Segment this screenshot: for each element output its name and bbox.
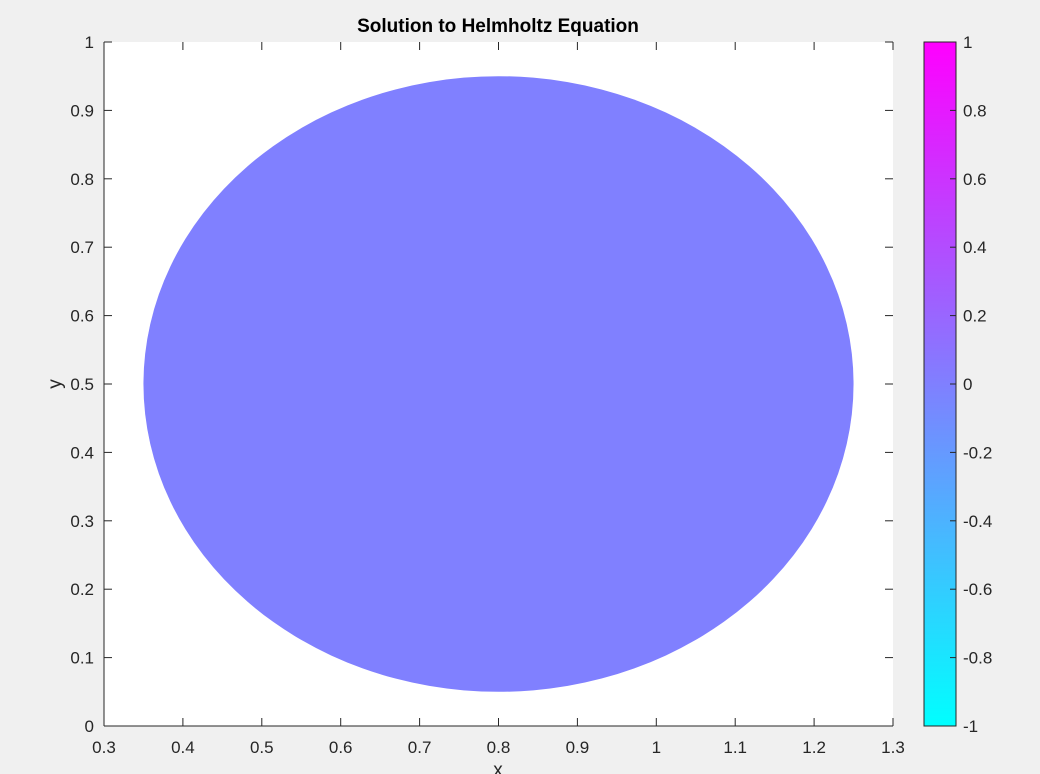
y-tick-label: 0.3 bbox=[70, 512, 94, 531]
colorbar-tick-label: 0.4 bbox=[963, 238, 987, 257]
colorbar-tick-label: -0.4 bbox=[963, 512, 992, 531]
colorbar-tick-label: -0.2 bbox=[963, 443, 992, 462]
colorbar-tick-label: 0.2 bbox=[963, 307, 987, 326]
y-tick-label: 0.5 bbox=[70, 375, 94, 394]
chart-title: Solution to Helmholtz Equation bbox=[357, 16, 639, 37]
x-tick-label: 0.7 bbox=[408, 738, 432, 757]
y-tick-label: 0 bbox=[85, 717, 94, 736]
x-ticks: 0.3 0.4 0.5 0.6 0.7 0.8 0.9 1 1.1 1.2 1.3 bbox=[92, 42, 905, 757]
x-tick-label: 0.9 bbox=[566, 738, 590, 757]
x-tick-label: 1 bbox=[652, 738, 661, 757]
y-tick-label: 0.2 bbox=[70, 580, 94, 599]
x-tick-label: 1.1 bbox=[723, 738, 747, 757]
y-ticks: 0 0.1 0.2 0.3 0.4 0.5 0.6 0.7 0.8 0.9 1 bbox=[70, 33, 893, 736]
solution-region bbox=[143, 76, 854, 692]
x-tick-label: 0.8 bbox=[487, 738, 511, 757]
colorbar-tick-label: -0.8 bbox=[963, 649, 992, 668]
x-tick-label: 0.5 bbox=[250, 738, 274, 757]
y-tick-label: 0.7 bbox=[70, 238, 94, 257]
colorbar-tick-label: 1 bbox=[963, 33, 972, 52]
y-tick-label: 0.4 bbox=[70, 443, 94, 462]
y-tick-label: 0.6 bbox=[70, 307, 94, 326]
y-tick-label: 0.8 bbox=[70, 170, 94, 189]
y-tick-label: 0.9 bbox=[70, 101, 94, 120]
colorbar-tick-label: 0.8 bbox=[963, 101, 987, 120]
x-tick-label: 0.4 bbox=[171, 738, 195, 757]
colorbar-tick-label: -1 bbox=[963, 717, 978, 736]
x-tick-label: 1.2 bbox=[802, 738, 826, 757]
x-axis-label: x bbox=[493, 760, 503, 774]
y-tick-label: 1 bbox=[85, 33, 94, 52]
x-tick-label: 0.3 bbox=[92, 738, 116, 757]
x-tick-label: 1.3 bbox=[881, 738, 905, 757]
x-tick-label: 0.6 bbox=[329, 738, 353, 757]
colorbar-tick-label: -0.6 bbox=[963, 580, 992, 599]
colorbar-ticks: 1 0.8 0.6 0.4 0.2 0 -0.2 -0.4 -0.6 -0.8 -1 bbox=[950, 33, 992, 736]
colorbar-tick-label: 0.6 bbox=[963, 170, 987, 189]
y-axis-label: y bbox=[45, 379, 66, 389]
colorbar-tick-label: 0 bbox=[963, 375, 972, 394]
y-tick-label: 0.1 bbox=[70, 649, 94, 668]
